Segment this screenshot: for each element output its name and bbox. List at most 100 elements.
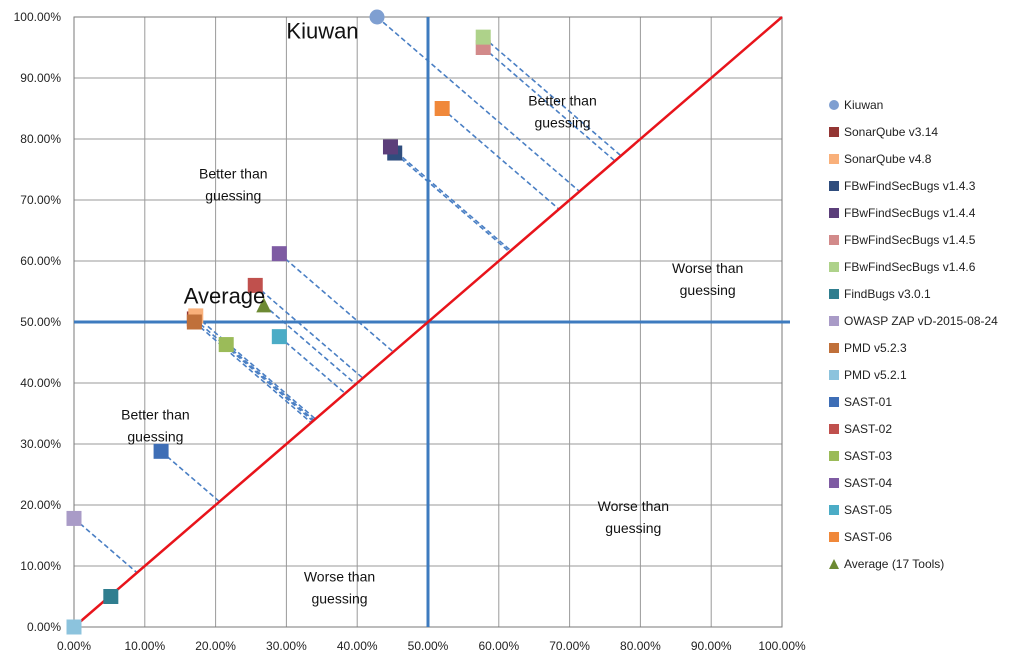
axis-tick-labels: 0.00% 10.00% 20.00% 30.00% 40.00% 50.00% 60.00… xyxy=(14,10,806,653)
x-tick-label: 60.00% xyxy=(478,639,519,653)
y-tick-label: 100.00% xyxy=(14,10,62,24)
y-tick-label: 0.00% xyxy=(27,620,61,634)
legend-marker xyxy=(829,235,839,245)
legend-marker xyxy=(829,532,839,542)
projection-line xyxy=(225,343,315,421)
x-tick-label: 50.00% xyxy=(408,639,449,653)
projection-line xyxy=(278,253,394,353)
x-tick-label: 10.00% xyxy=(124,639,165,653)
region-label: Better than guessing xyxy=(199,166,268,204)
region-label-line: Better than xyxy=(121,407,190,423)
legend-entry: Average (17 Tools) xyxy=(844,557,944,571)
projection-line xyxy=(376,16,581,193)
legend-entry: SonarQube v3.14 xyxy=(844,125,938,139)
legend-marker xyxy=(829,559,839,569)
region-label-line: guessing xyxy=(311,590,367,606)
region-label: Worse than guessing xyxy=(672,260,743,298)
region-label-line: Worse than xyxy=(672,260,743,276)
data-points xyxy=(66,9,491,635)
region-label-line: guessing xyxy=(534,114,590,130)
projection-line xyxy=(278,336,346,394)
projection-line xyxy=(73,517,138,574)
legend-entry: SAST-06 xyxy=(844,530,892,544)
projection-line xyxy=(263,304,357,385)
y-tick-label: 90.00% xyxy=(20,71,61,85)
point-findbugs-v3-0-1 xyxy=(103,589,119,604)
legend-marker xyxy=(829,100,839,110)
y-tick-label: 20.00% xyxy=(20,498,61,512)
region-label-line: Better than xyxy=(528,92,597,108)
x-tick-label: 30.00% xyxy=(266,639,307,653)
point-sast-03 xyxy=(218,337,234,353)
y-tick-label: 60.00% xyxy=(20,254,61,268)
projection-line xyxy=(254,284,364,379)
point-fbwfindsecbugs-v1-4-4 xyxy=(382,139,398,155)
projection-lines xyxy=(73,16,622,574)
region-label-line: Worse than xyxy=(304,568,375,584)
projection-line xyxy=(193,321,312,424)
projection-line xyxy=(441,107,560,210)
y-tick-label: 70.00% xyxy=(20,193,61,207)
y-tick-label: 80.00% xyxy=(20,132,61,146)
region-label-line: Worse than xyxy=(598,498,669,514)
region-label: Better than guessing xyxy=(121,407,190,445)
x-tick-label: 20.00% xyxy=(195,639,236,653)
legend-entry: SAST-05 xyxy=(844,503,892,517)
legend-entry: FBwFindSecBugs v1.4.6 xyxy=(844,260,976,274)
annotation-label: Average xyxy=(184,284,266,309)
point-sast-04 xyxy=(271,246,287,262)
point-owasp-zap-vd-2015-08-24 xyxy=(66,510,82,526)
legend-entry: PMD v5.2.1 xyxy=(844,368,907,382)
legend-entry: SAST-01 xyxy=(844,395,892,409)
legend-entry: SAST-04 xyxy=(844,476,892,490)
projection-line xyxy=(482,46,616,162)
y-tick-label: 10.00% xyxy=(20,559,61,573)
legend-entry: SAST-03 xyxy=(844,449,892,463)
legend-entry: FindBugs v3.0.1 xyxy=(844,287,931,301)
x-tick-label: 0.00% xyxy=(57,639,91,653)
legend-marker xyxy=(829,208,839,218)
x-tick-label: 80.00% xyxy=(620,639,661,653)
legend-marker xyxy=(829,154,839,164)
region-label-line: guessing xyxy=(127,429,183,445)
legend-entry: FBwFindSecBugs v1.4.4 xyxy=(844,206,976,220)
diagonal-guess-line xyxy=(73,16,783,628)
point-sast-06 xyxy=(434,101,450,116)
legend-entry: Kiuwan xyxy=(844,98,883,112)
region-label-line: guessing xyxy=(205,188,261,204)
point-kiuwan xyxy=(369,9,385,25)
legend-entry: OWASP ZAP vD-2015-08-24 xyxy=(844,314,998,328)
y-tick-label: 30.00% xyxy=(20,437,61,451)
point-pmd-v5-2-3 xyxy=(186,314,202,330)
projection-line xyxy=(394,152,510,253)
legend-marker xyxy=(829,397,839,407)
region-label: Worse than guessing xyxy=(304,568,375,606)
point-average-17-tools xyxy=(256,297,272,313)
legend: Kiuwan SonarQube v3.14 SonarQube v4.8 FBwFi… xyxy=(829,98,998,571)
projection-line xyxy=(160,450,221,503)
point-sast-05 xyxy=(271,329,287,345)
point-sast-01 xyxy=(153,443,169,459)
region-label-line: Better than xyxy=(199,166,268,182)
projection-line xyxy=(193,318,314,422)
region-label-line: guessing xyxy=(680,282,736,298)
y-tick-label: 50.00% xyxy=(20,315,61,329)
point-fbwfindsecbugs-v1-4-6 xyxy=(475,29,491,45)
legend-marker xyxy=(829,262,839,272)
legend-marker xyxy=(829,478,839,488)
annotation-label: Kiuwan xyxy=(286,18,358,43)
point-sast-02 xyxy=(247,277,263,293)
x-tick-label: 70.00% xyxy=(549,639,590,653)
projection-line xyxy=(389,146,512,252)
y-tick-label: 40.00% xyxy=(20,376,61,390)
legend-entry: FBwFindSecBugs v1.4.3 xyxy=(844,179,976,193)
legend-entry: SAST-02 xyxy=(844,422,892,436)
legend-marker xyxy=(829,127,839,137)
legend-entry: FBwFindSecBugs v1.4.5 xyxy=(844,233,976,247)
x-tick-label: 100.00% xyxy=(758,639,806,653)
legend-marker xyxy=(829,505,839,515)
x-tick-label: 40.00% xyxy=(337,639,378,653)
reference-lines xyxy=(73,16,790,628)
legend-marker xyxy=(829,181,839,191)
